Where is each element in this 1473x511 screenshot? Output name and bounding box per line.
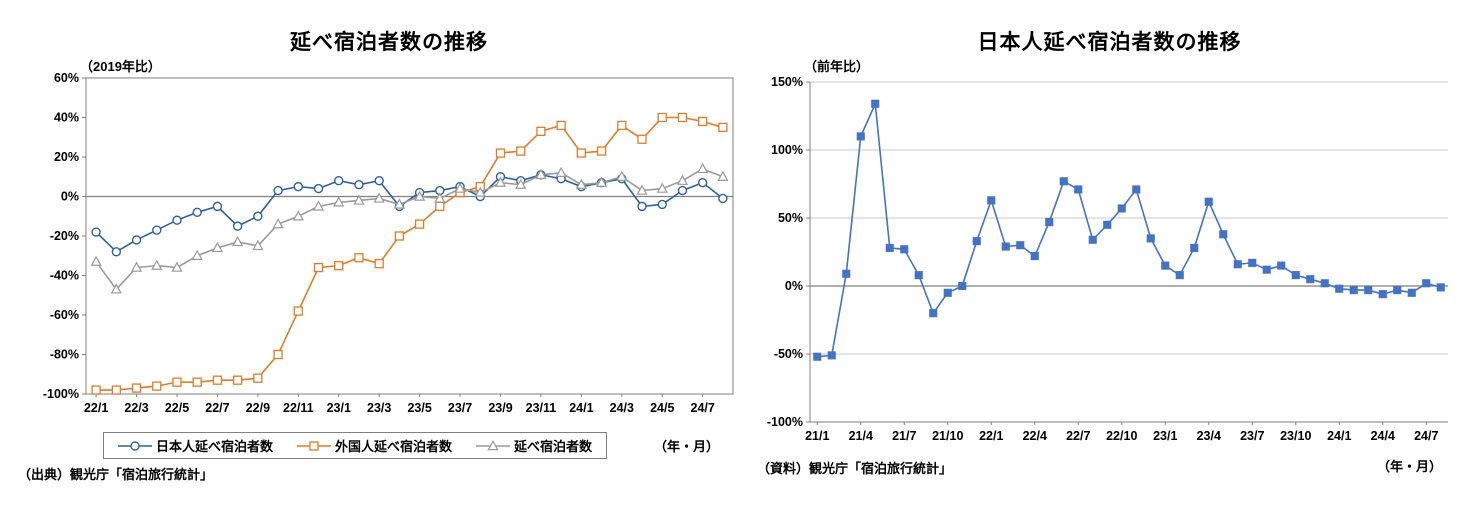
svg-text:-20%: -20%: [50, 229, 79, 243]
svg-text:22/7: 22/7: [1066, 429, 1090, 443]
left-chart-plot: 60% 40% 20% 0% -20% -40% -60% -80% -100% 22/1 22/3…: [30, 66, 745, 429]
svg-text:23/7: 23/7: [1240, 429, 1264, 443]
svg-text:24/7: 24/7: [1414, 429, 1438, 443]
svg-text:21/7: 21/7: [892, 429, 916, 443]
svg-text:23/9: 23/9: [488, 401, 512, 415]
right-chart-title: 日本人延べ宿泊者数の推移: [977, 31, 1242, 54]
svg-text:22/3: 22/3: [124, 401, 148, 415]
left-xaxis-note: （年・月）: [654, 439, 720, 454]
left-yaxis-note: （2019年比）: [80, 59, 161, 74]
right-xaxis-note: （年・月）: [1377, 459, 1443, 474]
svg-text:22/10: 22/10: [1106, 429, 1137, 443]
legend-label: 延べ宿泊者数: [514, 439, 593, 454]
svg-text:0%: 0%: [61, 190, 79, 204]
total-guests-chart: 延べ宿泊者数の推移 （2019年比） 60% 40% 20% 0% -20% -40% -6…: [18, 6, 760, 511]
legend-label: 外国人延べ宿泊者数: [335, 439, 453, 454]
svg-text:-50%: -50%: [774, 347, 803, 361]
left-chart-legend: 日本人延べ宿泊者数 外国人延べ宿泊者数 延べ宿泊者数: [103, 432, 608, 459]
legend-item: 外国人延べ宿泊者数: [297, 436, 452, 455]
svg-text:23/7: 23/7: [448, 401, 472, 415]
svg-text:-100%: -100%: [767, 415, 803, 429]
svg-text:22/9: 22/9: [246, 401, 270, 415]
svg-text:21/1: 21/1: [805, 429, 829, 443]
svg-text:-40%: -40%: [50, 269, 79, 283]
circle-marker-icon: [118, 440, 152, 451]
svg-text:24/1: 24/1: [1327, 429, 1351, 443]
legend-item: 延べ宿泊者数: [476, 436, 592, 455]
legend-label: 日本人延べ宿泊者数: [156, 439, 274, 454]
legend-item: 日本人延べ宿泊者数: [118, 436, 273, 455]
chart-svg: 60% 40% 20% 0% -20% -40% -60% -80% -100% 22/1 22/3…: [43, 71, 734, 415]
right-chart-source: （資料）観光庁「宿泊旅行統計」: [757, 461, 953, 476]
svg-text:-100%: -100%: [43, 387, 79, 401]
svg-text:23/10: 23/10: [1280, 429, 1311, 443]
svg-text:24/7: 24/7: [691, 401, 715, 415]
svg-text:150%: 150%: [771, 75, 803, 89]
svg-text:23/11: 23/11: [526, 401, 557, 415]
svg-text:23/1: 23/1: [1153, 429, 1177, 443]
chart-svg: 150% 100% 50% 0% -50% -100%21/1 21/4 21/7 21/10 2…: [767, 75, 1448, 443]
svg-text:20%: 20%: [54, 150, 79, 164]
triangle-marker-icon: [476, 439, 511, 450]
svg-text:24/5: 24/5: [650, 401, 674, 415]
svg-text:23/4: 23/4: [1197, 429, 1221, 443]
svg-text:21/4: 21/4: [849, 429, 873, 443]
right-chart-plot: 150% 100% 50% 0% -50% -100% 21/1 21/4 21/7 21/10 2…: [752, 66, 1462, 459]
right-yaxis-note: （前年比）: [804, 59, 870, 74]
left-chart-source: （出典）観光庁「宿泊旅行統計」: [18, 467, 214, 482]
svg-text:24/1: 24/1: [569, 401, 593, 415]
svg-text:22/1: 22/1: [84, 401, 108, 415]
svg-text:-60%: -60%: [50, 308, 79, 322]
svg-text:22/4: 22/4: [1023, 429, 1047, 443]
svg-text:23/3: 23/3: [367, 401, 391, 415]
svg-text:22/11: 22/11: [283, 401, 314, 415]
svg-text:21/10: 21/10: [932, 429, 963, 443]
svg-text:24/4: 24/4: [1371, 429, 1395, 443]
svg-text:100%: 100%: [771, 143, 803, 157]
svg-text:-80%: -80%: [50, 348, 79, 362]
svg-text:40%: 40%: [54, 111, 79, 125]
svg-text:23/1: 23/1: [327, 401, 351, 415]
square-marker-icon: [297, 440, 332, 451]
svg-text:60%: 60%: [54, 71, 79, 85]
left-chart-title: 延べ宿泊者数の推移: [290, 31, 488, 54]
svg-text:22/1: 22/1: [979, 429, 1003, 443]
svg-text:22/5: 22/5: [165, 401, 189, 415]
svg-text:50%: 50%: [778, 211, 803, 225]
japanese-guests-chart: 日本人延べ宿泊者数の推移 （前年比） 150% 100% 50% 0% -50% -100…: [752, 6, 1467, 511]
svg-text:24/3: 24/3: [610, 401, 634, 415]
svg-text:22/7: 22/7: [205, 401, 229, 415]
svg-text:23/5: 23/5: [407, 401, 431, 415]
svg-text:0%: 0%: [785, 279, 803, 293]
